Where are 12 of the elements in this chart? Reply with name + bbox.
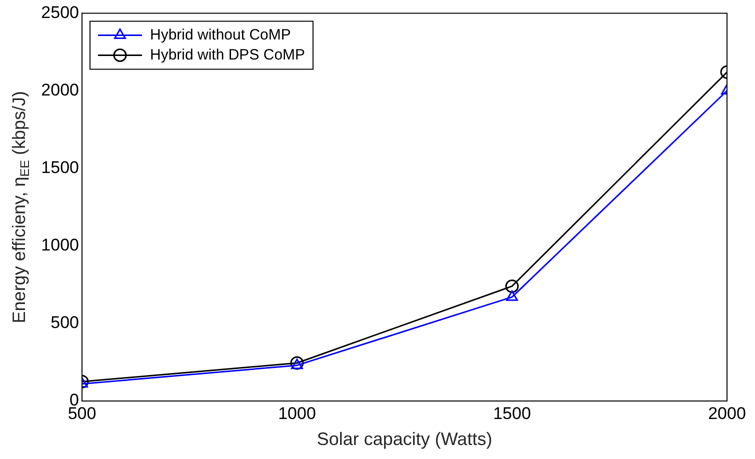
y-tick-label: 2500 (41, 2, 79, 22)
y-tick-label: 1000 (41, 236, 79, 255)
legend-label: Hybrid without CoMP (150, 26, 291, 44)
x-axis-title: Solar capacity (Watts) (316, 429, 492, 450)
x-tick-label: 1500 (493, 404, 531, 423)
y-tick-label: 1500 (41, 158, 79, 178)
legend-label: Hybrid with DPS CoMP (150, 46, 306, 64)
y-tick-label: 2000 (41, 80, 79, 100)
y-axis-title: Energy efficieny, ηEE (kbps/J) (8, 90, 32, 324)
x-tick-label: 2000 (708, 404, 746, 423)
x-tick-label: 1000 (278, 404, 316, 423)
y-tick-label: 500 (50, 313, 79, 332)
